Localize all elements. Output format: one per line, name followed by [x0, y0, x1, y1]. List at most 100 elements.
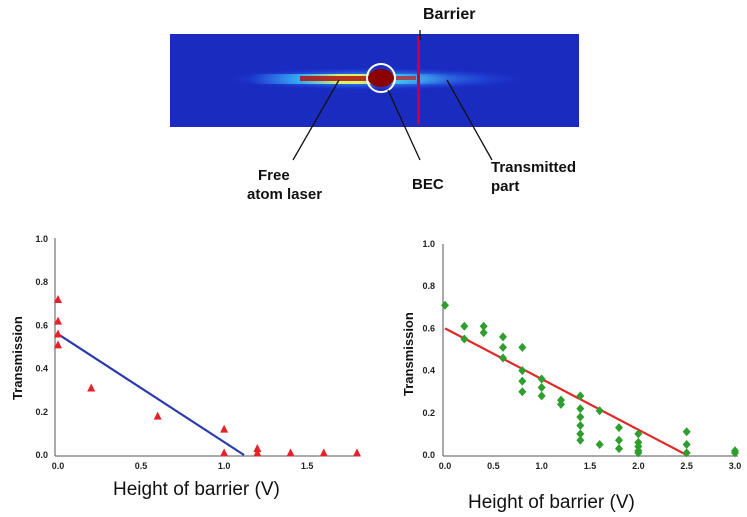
barrier-label: Barrier — [423, 6, 475, 23]
chart-left-y-ticks: 0.0 0.2 0.4 0.6 0.8 1.0 — [35, 234, 48, 460]
barrier-line — [417, 36, 420, 124]
chart-left-data-point — [319, 448, 328, 457]
chart-right-points — [441, 300, 739, 458]
chart-left-data-point — [253, 444, 262, 453]
free-laser-leader — [292, 79, 340, 161]
chart-left-x-ticks: 0.0 0.5 1.0 1.5 — [52, 461, 314, 471]
chart-right-data-point — [460, 334, 469, 344]
chart-right-data-point — [615, 435, 623, 445]
chart-right-fit — [444, 327, 688, 456]
chart-right-data-point — [576, 391, 585, 401]
chart-left-ylabel: Transmission — [10, 316, 25, 400]
chart-left: 0.0 0.5 1.0 1.5 0.0 0.2 0.4 0.6 0.8 1.0 Transmis… — [10, 234, 361, 500]
bec-label: BEC — [412, 176, 444, 193]
chart-right-x-tick: 1.5 — [584, 461, 597, 471]
chart-left-data-point — [220, 424, 229, 433]
chart-right: 0.0 0.5 1.0 1.5 2.0 2.5 3.0 0.0 0.2 0.4 0.6 0.8 1.0… — [401, 239, 741, 513]
bec-circle — [366, 63, 396, 93]
chart-left-data-point — [54, 316, 62, 325]
annotation-leaders — [292, 30, 493, 161]
free-atom-laser-label-2: atom laser — [247, 186, 322, 203]
chart-left-y-tick: 0.2 — [35, 407, 48, 417]
chart-left-points — [54, 294, 361, 457]
chart-right-data-point — [499, 353, 507, 363]
chart-right-data-point — [479, 328, 488, 338]
chart-left-data-point — [286, 448, 295, 457]
chart-right-data-point — [518, 387, 527, 397]
chart-right-data-point — [518, 342, 527, 352]
chart-left-data-point — [220, 448, 229, 457]
chart-left-x-tick: 0.0 — [52, 461, 65, 471]
chart-right-y-ticks: 0.0 0.2 0.4 0.6 0.8 1.0 — [422, 239, 435, 460]
chart-right-data-point — [537, 391, 546, 401]
chart-right-data-point — [634, 429, 643, 439]
chart-left-y-tick: 0.8 — [35, 277, 48, 287]
bec-leader — [387, 89, 421, 161]
chart-left-data-point — [153, 411, 162, 420]
chart-right-data-point — [518, 376, 527, 386]
chart-right-data-point — [479, 321, 488, 331]
chart-right-y-tick: 0.6 — [422, 323, 435, 333]
chart-right-x-tick: 1.0 — [535, 461, 548, 471]
chart-right-data-point — [499, 342, 507, 352]
chart-right-data-point — [576, 420, 585, 430]
chart-right-data-point — [615, 444, 623, 454]
transmitted-label-2: part — [491, 178, 519, 195]
chart-right-data-point — [537, 374, 546, 384]
chart-right-y-tick: 0.0 — [422, 450, 435, 460]
chart-left-data-point — [54, 329, 62, 338]
chart-right-data-point — [731, 448, 739, 458]
laser-core-left — [300, 76, 370, 81]
bec-image — [170, 34, 579, 127]
chart-left-data-point — [54, 294, 62, 303]
bec-core — [368, 69, 394, 87]
free-atom-laser-label-1: Free — [258, 167, 290, 184]
chart-right-x-tick: 3.0 — [729, 461, 742, 471]
laser-core-right — [392, 76, 416, 80]
chart-left-x-tick: 1.0 — [218, 461, 231, 471]
chart-right-xlabel: Height of barrier (V) — [468, 492, 635, 513]
chart-left-x-tick: 1.5 — [301, 461, 314, 471]
chart-right-data-point — [634, 448, 643, 458]
chart-right-x-tick: 0.0 — [439, 461, 452, 471]
chart-right-data-point — [576, 412, 585, 422]
transmitted-label-1: Transmitted — [491, 159, 576, 176]
chart-right-data-point — [576, 429, 585, 439]
chart-right-y-tick: 0.4 — [422, 366, 435, 376]
chart-right-data-point — [615, 423, 623, 433]
chart-right-y-tick: 0.2 — [422, 408, 435, 418]
chart-left-y-tick: 0.0 — [35, 450, 48, 460]
chart-right-data-point — [441, 300, 449, 310]
chart-left-xlabel: Height of barrier (V) — [113, 479, 280, 500]
chart-right-data-point — [518, 366, 527, 376]
chart-right-y-tick: 1.0 — [422, 239, 435, 249]
chart-right-x-tick: 0.5 — [487, 461, 500, 471]
chart-right-data-point — [460, 321, 469, 331]
chart-right-data-point — [682, 427, 691, 437]
chart-right-data-point — [537, 382, 546, 392]
chart-left-y-tick: 1.0 — [35, 234, 48, 244]
chart-left-fit — [57, 333, 245, 456]
transmitted-leader — [446, 79, 493, 161]
chart-right-x-tick: 2.0 — [632, 461, 645, 471]
chart-right-x-ticks: 0.0 0.5 1.0 1.5 2.0 2.5 3.0 — [439, 461, 742, 471]
chart-right-x-tick: 2.5 — [680, 461, 693, 471]
chart-left-data-point — [87, 383, 96, 392]
chart-right-ylabel: Transmission — [401, 312, 416, 396]
chart-right-data-point — [682, 439, 691, 449]
chart-left-y-tick: 0.6 — [35, 320, 48, 330]
chart-right-data-point — [557, 399, 565, 409]
chart-right-y-tick: 0.8 — [422, 281, 435, 291]
chart-right-data-point — [499, 332, 507, 342]
chart-right-fit-line — [444, 327, 688, 456]
chart-left-fit-line — [57, 333, 245, 456]
chart-left-y-tick: 0.4 — [35, 364, 48, 374]
chart-left-data-point — [353, 448, 361, 457]
chart-left-data-point — [54, 340, 62, 349]
chart-right-data-point — [682, 448, 691, 458]
chart-right-data-point — [576, 404, 585, 414]
chart-right-data-point — [576, 435, 585, 445]
chart-left-x-tick: 0.5 — [135, 461, 148, 471]
chart-right-data-point — [595, 439, 604, 449]
